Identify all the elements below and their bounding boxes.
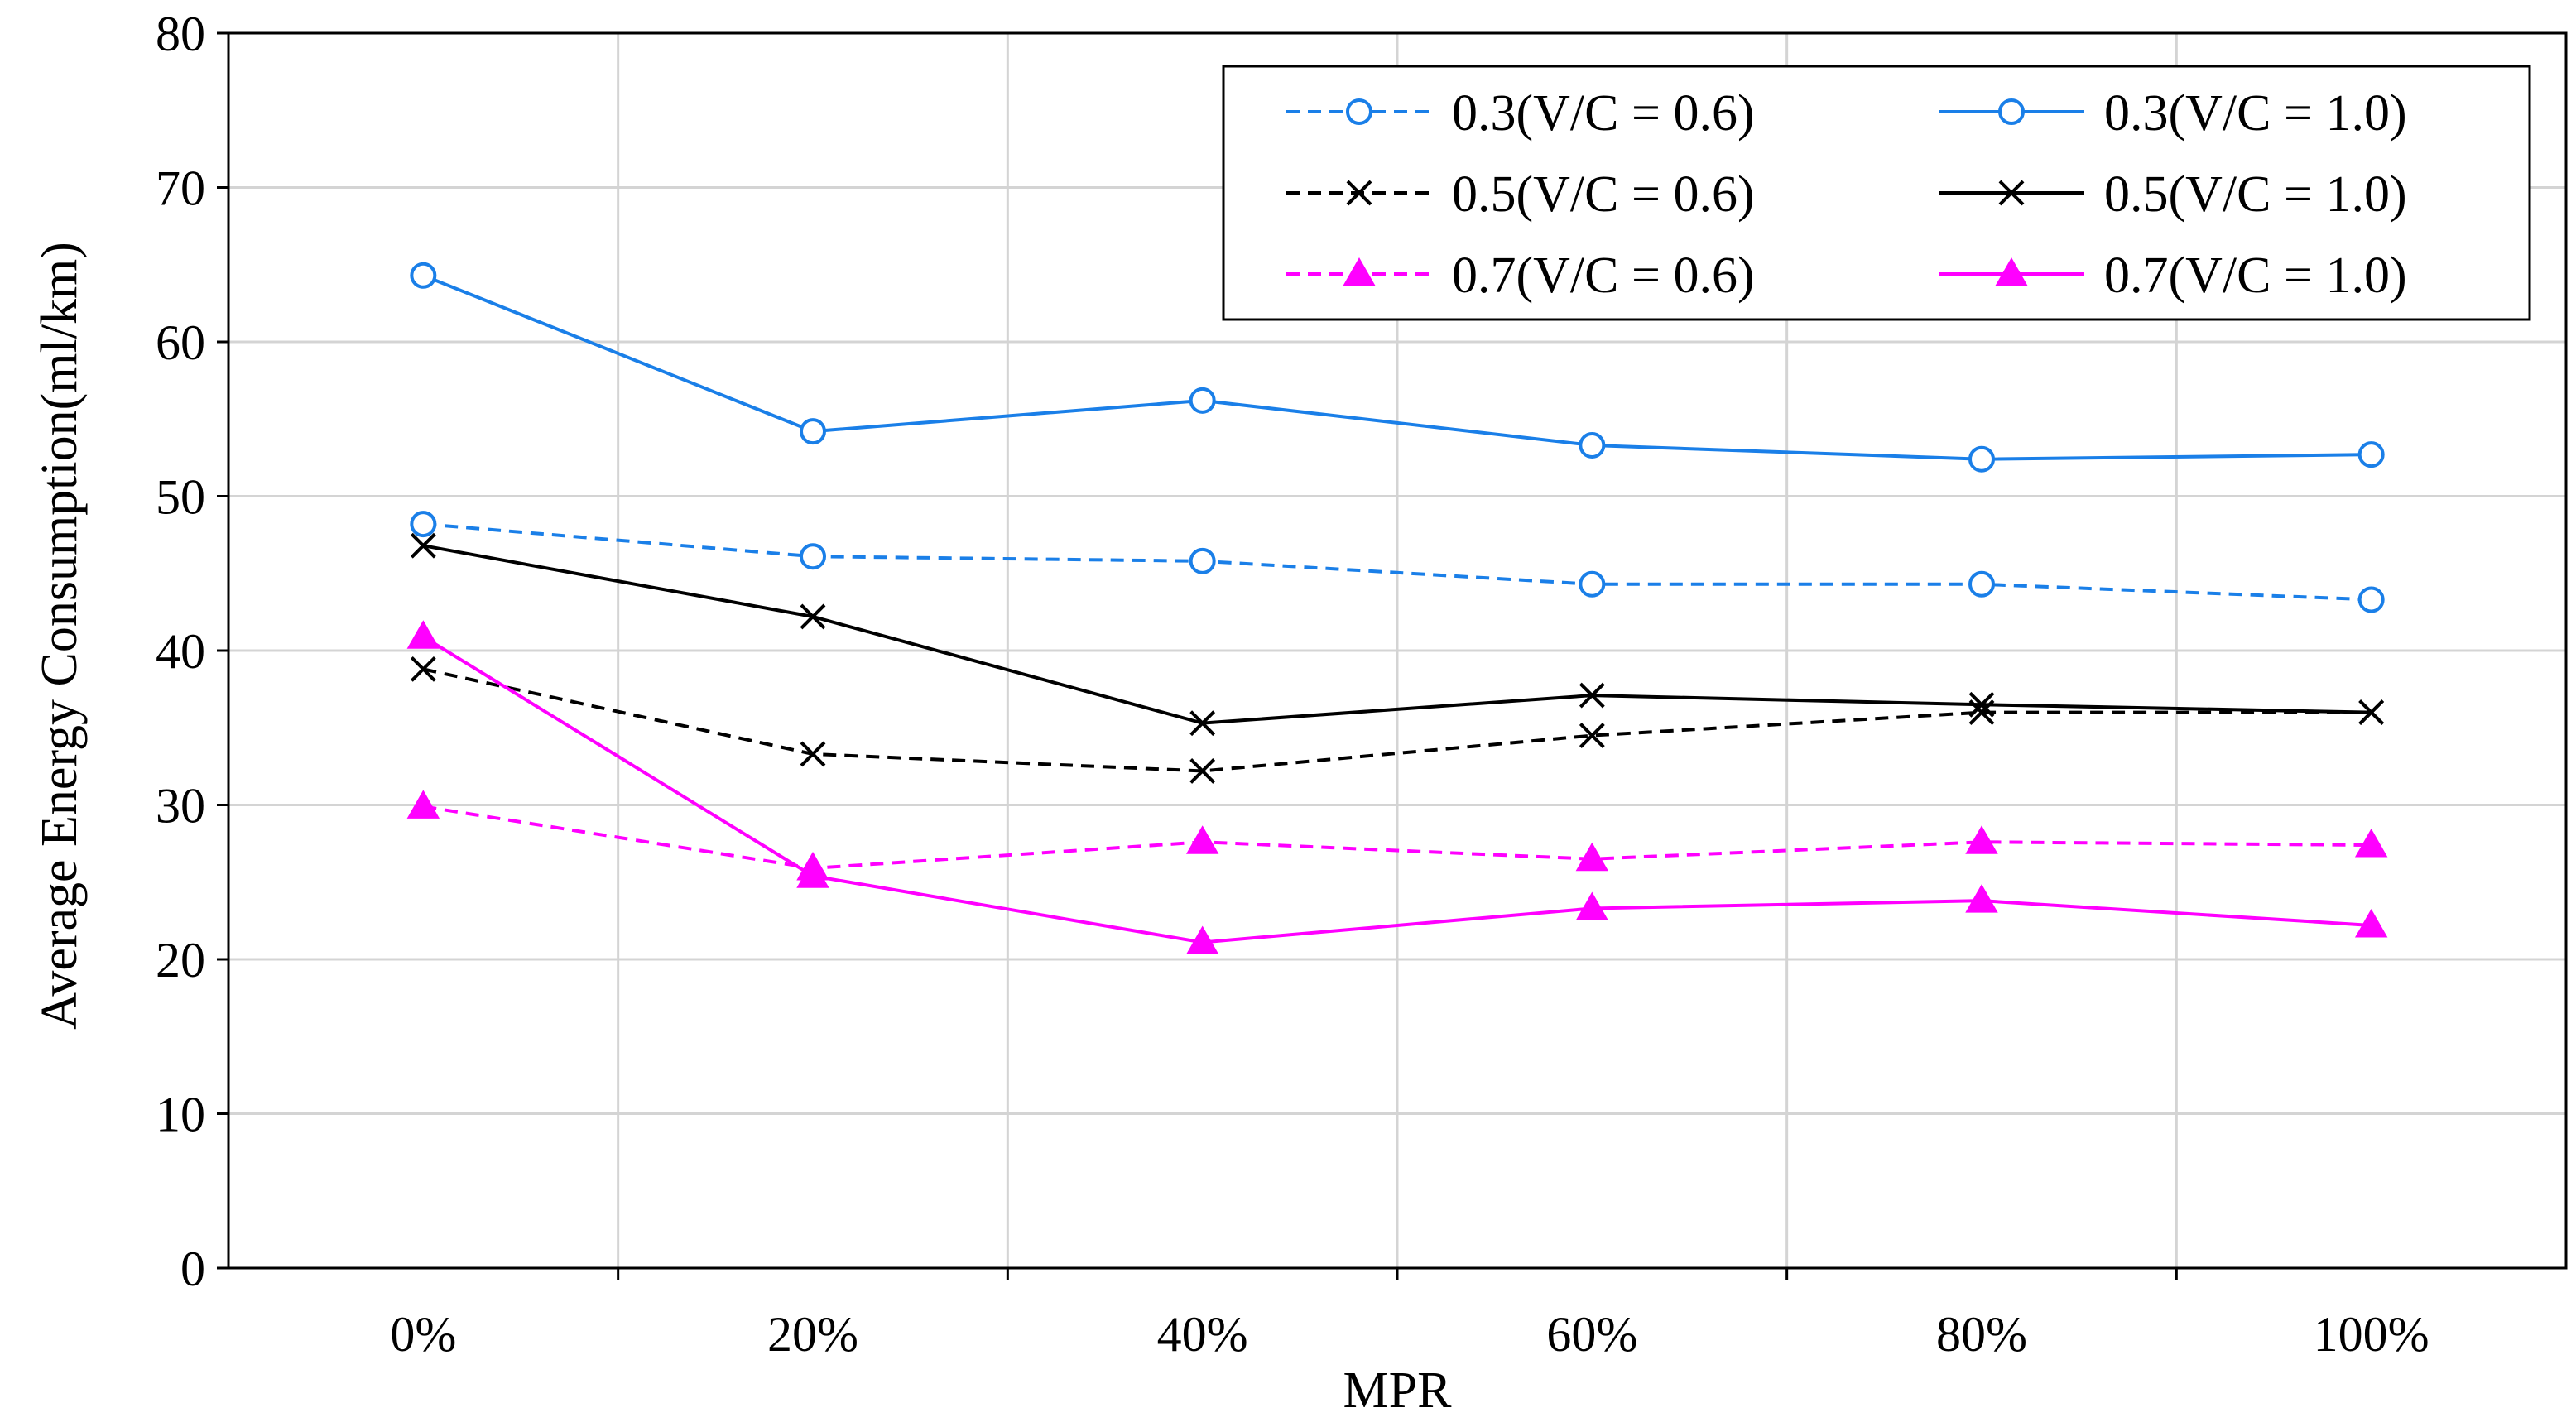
data-point-x xyxy=(410,532,436,559)
y-tick-label: 30 xyxy=(156,779,205,834)
data-point-triangle xyxy=(1965,825,1998,854)
data-point-circle xyxy=(1579,431,1606,459)
data-point-triangle xyxy=(1185,925,1219,954)
legend-entry: 0.3(V/C = 1.0) xyxy=(1939,85,2407,142)
data-point-x xyxy=(1189,710,1216,737)
series-line xyxy=(422,273,2372,461)
legend-label: 0.7(V/C = 0.6) xyxy=(1452,247,1755,304)
data-point-circle xyxy=(410,262,437,289)
legend-marker-x xyxy=(1346,180,1372,206)
x-axis: 0% 20% 40% 60% 80% 100% xyxy=(390,1268,2429,1362)
series-layer xyxy=(406,262,2388,954)
legend-marker-triangle xyxy=(1343,257,1376,286)
series-line xyxy=(423,522,2372,602)
legend-marker-triangle xyxy=(1995,257,2028,286)
data-point-circle xyxy=(1968,445,1995,473)
series-4 xyxy=(410,532,2385,737)
x-axis-title: MPR xyxy=(1343,1362,1453,1419)
series-line xyxy=(422,635,2372,944)
y-tick-label: 80 xyxy=(156,7,205,61)
data-point-triangle xyxy=(406,620,440,649)
data-point-circle xyxy=(1189,547,1216,574)
data-point-triangle xyxy=(1185,825,1219,854)
y-tick-label: 0 xyxy=(180,1242,205,1296)
x-tick-label: 0% xyxy=(390,1307,456,1362)
data-point-x xyxy=(1579,723,1605,748)
x-tick-label: 40% xyxy=(1157,1307,1248,1362)
y-axis-title: Average Energy Consumption(ml/km) xyxy=(31,242,88,1030)
data-point-triangle xyxy=(406,790,440,819)
y-tick-label: 70 xyxy=(156,161,205,216)
series-line xyxy=(422,667,2372,773)
grid xyxy=(228,33,2566,1268)
data-point-triangle xyxy=(1575,891,1609,920)
x-tick-label: 80% xyxy=(1936,1307,2027,1362)
legend-label: 0.7(V/C = 1.0) xyxy=(2104,247,2407,304)
x-tick-label: 100% xyxy=(2314,1307,2429,1362)
data-point-x xyxy=(410,656,436,682)
y-tick-label: 20 xyxy=(156,933,205,987)
y-tick-label: 40 xyxy=(156,624,205,679)
y-tick-label: 10 xyxy=(156,1088,205,1142)
series-1 xyxy=(410,511,2385,613)
legend-box xyxy=(1222,65,2531,321)
data-point-x xyxy=(800,603,826,630)
legend-entry: 0.3(V/C = 0.6) xyxy=(1286,85,1755,142)
legend-label: 0.5(V/C = 0.6) xyxy=(1452,166,1755,223)
data-point-triangle xyxy=(2354,828,2388,858)
data-point-x xyxy=(1189,758,1216,784)
legend-marker-circle xyxy=(1998,98,2025,125)
y-tick-label: 50 xyxy=(156,470,205,525)
data-point-circle xyxy=(1968,570,1995,598)
legend-marker-circle xyxy=(1346,98,1372,125)
data-point-triangle xyxy=(2354,908,2388,938)
data-point-circle xyxy=(1579,570,1606,598)
legend-entry: 0.7(V/C = 0.6) xyxy=(1286,247,1755,304)
legend-label: 0.3(V/C = 0.6) xyxy=(1452,85,1755,142)
data-point-x xyxy=(800,741,826,767)
data-point-triangle xyxy=(1965,884,1998,913)
y-tick-label: 60 xyxy=(156,315,205,370)
data-point-circle xyxy=(410,511,437,538)
data-point-x xyxy=(2358,699,2385,726)
series-6 xyxy=(406,620,2388,954)
data-point-circle xyxy=(800,543,826,570)
data-point-x xyxy=(1579,682,1605,709)
data-point-circle xyxy=(2357,586,2385,613)
series-2 xyxy=(410,262,2385,473)
data-point-circle xyxy=(800,418,826,445)
legend: 0.3(V/C = 0.6) 0.3(V/C = 1.0) 0.5(V/C = 0.… xyxy=(1222,65,2531,321)
legend-entry: 0.7(V/C = 1.0) xyxy=(1939,247,2407,304)
data-point-x xyxy=(1968,691,1995,718)
data-point-circle xyxy=(1189,387,1216,414)
data-point-triangle xyxy=(1575,842,1609,872)
series-line xyxy=(422,544,2372,725)
legend-label: 0.3(V/C = 1.0) xyxy=(2104,85,2407,142)
data-point-circle xyxy=(2357,441,2385,468)
y-axis: 0 10 20 30 40 50 60 70 80 xyxy=(156,7,228,1296)
x-tick-label: 60% xyxy=(1546,1307,1637,1362)
x-tick-label: 20% xyxy=(767,1307,858,1362)
legend-marker-x xyxy=(1998,180,2025,206)
legend-entry: 0.5(V/C = 0.6) xyxy=(1286,166,1755,223)
legend-entry: 0.5(V/C = 1.0) xyxy=(1939,166,2407,223)
data-point-triangle xyxy=(796,859,829,888)
legend-label: 0.5(V/C = 1.0) xyxy=(2104,166,2407,223)
series-line xyxy=(423,805,2372,870)
